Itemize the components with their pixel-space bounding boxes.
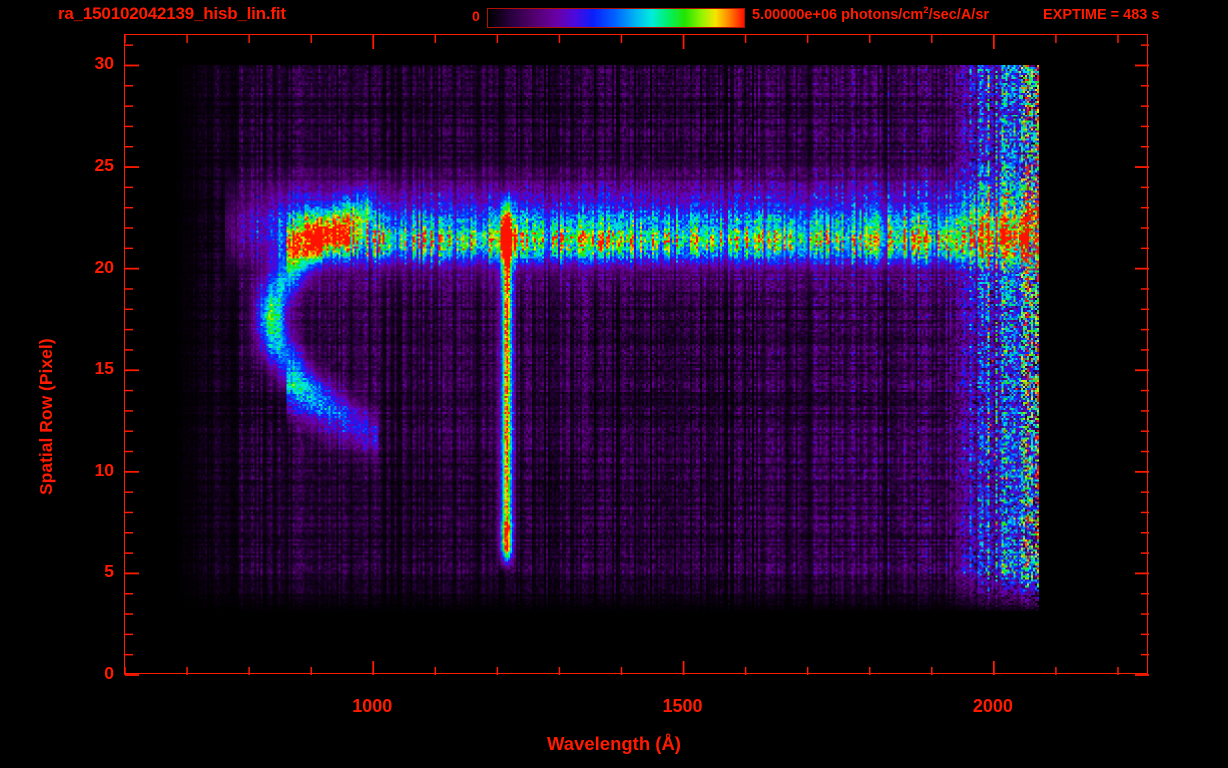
- y-tick-label: 0: [104, 663, 114, 683]
- x-tick-label: 1500: [662, 696, 703, 716]
- intensity-colorbar: [487, 8, 745, 28]
- y-tick-label: 30: [94, 53, 114, 74]
- y-axis-title: Spatial Row (Pixel): [36, 338, 56, 495]
- colorbar-units-pre: photons/cm: [841, 7, 924, 23]
- file-title: ra_150102042139_hisb_lin.fit: [58, 4, 286, 23]
- y-tick-label: 25: [94, 155, 114, 176]
- y-tick-label: 10: [94, 459, 114, 480]
- colorbar-min-label: 0: [472, 8, 480, 24]
- plot-frame: [124, 34, 1149, 676]
- colorbar-units-exponent: 2: [923, 5, 929, 17]
- x-tick-label: 1000: [352, 696, 393, 716]
- x-tick-label: 2000: [972, 696, 1013, 716]
- colorbar-units-post: /sec/A/sr: [928, 7, 990, 23]
- exposure-time-label: EXPTIME = 483 s: [1043, 7, 1160, 23]
- spectrogram-image: [125, 35, 1147, 673]
- y-tick-label: 5: [104, 561, 114, 582]
- colorbar-max-label: 5.00000e+06 photons/cm2/sec/A/sr: [752, 5, 990, 23]
- y-tick-label: 20: [94, 256, 114, 277]
- x-axis-title: Wavelength (Å): [547, 733, 681, 754]
- y-tick-label: 15: [94, 358, 114, 379]
- colorbar-max-value: 5.00000e+06: [752, 7, 838, 23]
